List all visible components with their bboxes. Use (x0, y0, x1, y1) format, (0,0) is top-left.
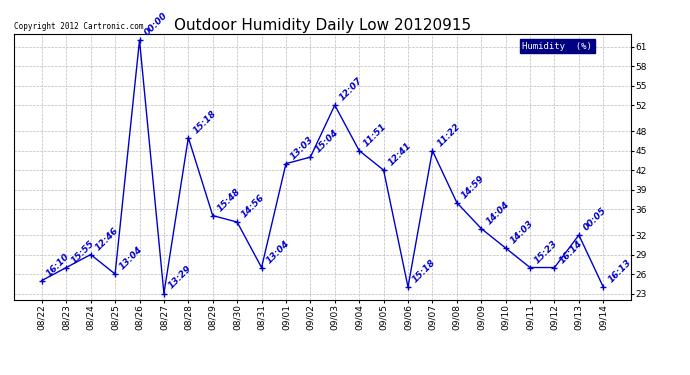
Text: 11:51: 11:51 (362, 122, 388, 148)
Text: 15:18: 15:18 (191, 108, 218, 135)
Text: Copyright 2012 Cartronic.com: Copyright 2012 Cartronic.com (14, 22, 144, 31)
Text: 12:07: 12:07 (337, 76, 364, 103)
Text: 13:04: 13:04 (118, 245, 145, 272)
Text: 15:48: 15:48 (216, 186, 242, 213)
Text: 13:04: 13:04 (264, 238, 291, 265)
Text: Humidity  (%): Humidity (%) (522, 42, 592, 51)
Text: 00:05: 00:05 (582, 206, 609, 232)
Text: 14:03: 14:03 (509, 219, 535, 246)
Text: 15:23: 15:23 (533, 238, 560, 265)
Text: 16:14: 16:14 (558, 238, 584, 265)
Text: 14:56: 14:56 (240, 193, 266, 219)
Title: Outdoor Humidity Daily Low 20120915: Outdoor Humidity Daily Low 20120915 (174, 18, 471, 33)
Text: 11:22: 11:22 (435, 122, 462, 148)
Text: 13:29: 13:29 (167, 264, 193, 291)
Text: 00:00: 00:00 (142, 11, 169, 38)
Text: 13:03: 13:03 (289, 134, 315, 161)
Text: 12:46: 12:46 (94, 225, 120, 252)
Text: 12:41: 12:41 (386, 141, 413, 168)
Text: 15:18: 15:18 (411, 258, 437, 284)
Text: 15:04: 15:04 (313, 128, 340, 154)
Text: 16:13: 16:13 (607, 258, 633, 284)
Text: 14:04: 14:04 (484, 200, 511, 226)
Text: 16:10: 16:10 (45, 251, 71, 278)
Text: 14:59: 14:59 (460, 173, 486, 200)
Text: 15:55: 15:55 (69, 238, 96, 265)
